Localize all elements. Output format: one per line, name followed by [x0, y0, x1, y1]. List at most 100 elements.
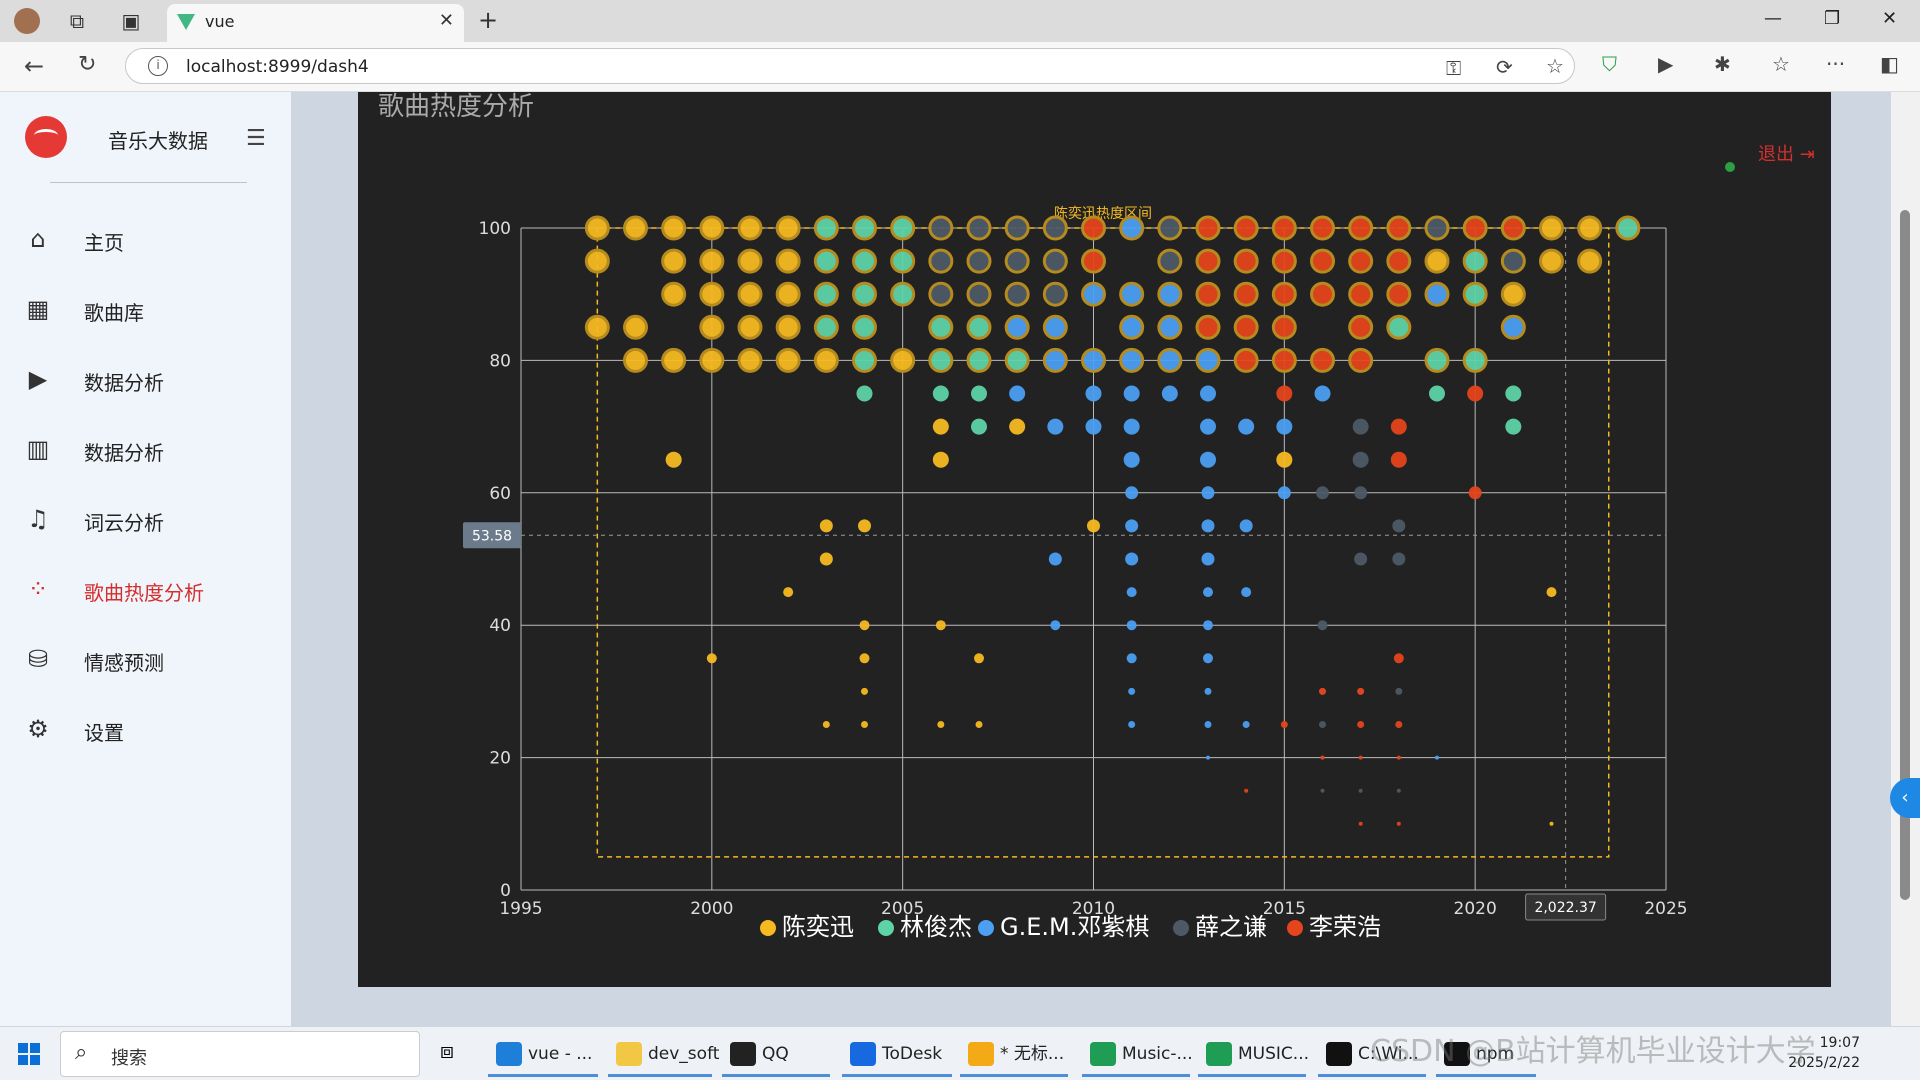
scatter-point	[1085, 418, 1102, 435]
scatter-point	[1204, 687, 1212, 695]
taskbar-app[interactable]: vue - ...	[488, 1031, 598, 1077]
page-scrollbar[interactable]	[1891, 92, 1920, 1026]
menu-toggle-icon[interactable]: ☰	[246, 126, 266, 151]
scatter-point	[1203, 620, 1213, 631]
taskbar-app[interactable]: ToDesk	[842, 1031, 952, 1077]
more-icon[interactable]: ···	[1826, 52, 1846, 76]
favorite-star-icon[interactable]: ☆	[1546, 54, 1564, 78]
scatter-point	[1004, 248, 1030, 274]
scatter-point	[699, 347, 725, 373]
taskbar-app[interactable]: MUSIC...	[1198, 1031, 1309, 1077]
scatter-point	[1004, 314, 1030, 340]
scatter-point	[737, 347, 763, 373]
back-icon[interactable]: ←	[24, 52, 45, 80]
scatter-point	[852, 281, 877, 307]
workspaces-icon[interactable]: ⧉	[69, 9, 85, 33]
system-clock[interactable]: 19:07 2025/2/22	[1760, 1033, 1860, 1073]
sidebar-item-home[interactable]: ⌂ 主页	[0, 219, 291, 259]
x-tick-label: 2015	[1263, 899, 1306, 919]
scatter-point	[1004, 215, 1030, 241]
sidebar-item-settings[interactable]: ⚙ 设置	[0, 709, 291, 749]
scatter-point	[1615, 215, 1641, 241]
sidebar-item-data-analysis-2[interactable]: ▥ 数据分析	[0, 429, 291, 469]
reload-icon[interactable]: ↻	[78, 52, 97, 77]
sidebar-item-data-analysis[interactable]: ▶ 数据分析	[0, 359, 291, 399]
task-view-icon[interactable]: ⧈	[440, 1039, 454, 1064]
sidebar-item-sentiment[interactable]: ⛁ 情感预测	[0, 639, 291, 679]
scatter-point	[699, 215, 725, 241]
scatter-point	[1348, 281, 1374, 307]
scatter-point	[1239, 519, 1253, 533]
close-tab-icon[interactable]: ✕	[438, 10, 454, 31]
url-input[interactable]: i localhost:8999/dash4 ⚿ ⟳ ☆	[125, 48, 1575, 84]
sidebar-toggle-icon[interactable]: ◧	[1880, 52, 1899, 76]
chart-panel: 歌曲热度分析 退出 ⇥ 0 20 40 60 80 100 1995 2000 2005 2010…	[358, 92, 1831, 987]
scatter-point	[1201, 519, 1215, 533]
taskbar-app[interactable]: dev_soft	[608, 1031, 719, 1077]
extensions-icon[interactable]: ✱	[1714, 52, 1731, 76]
shield-icon[interactable]: ⛉	[1602, 52, 1617, 76]
sidebar-item-song-popularity[interactable]: ⁘ 歌曲热度分析	[0, 569, 291, 609]
scatter-point	[1204, 721, 1212, 728]
minimize-icon[interactable]: —	[1764, 8, 1782, 29]
scatter-point	[1206, 755, 1210, 760]
refresh-page-icon[interactable]: ⟳	[1496, 55, 1513, 79]
taskbar-app[interactable]: QQ	[722, 1031, 830, 1077]
app-icon	[850, 1042, 876, 1066]
taskbar-app[interactable]: Music-...	[1082, 1031, 1193, 1077]
scatter-point	[1386, 314, 1412, 340]
taskbar-search[interactable]: ⌕ 搜索	[60, 1031, 420, 1077]
scatter-point	[1125, 552, 1139, 566]
scatter-point	[1271, 248, 1297, 274]
scatter-point	[1004, 281, 1030, 307]
sidebar-item-label: 数据分析	[84, 441, 164, 465]
scatter-point	[852, 347, 877, 373]
watermark: CSDN @B站计算机毕业设计大学	[1370, 1034, 1816, 1069]
taskbar-app[interactable]: npm	[1436, 1031, 1536, 1077]
scatter-point	[1392, 552, 1406, 566]
scatter-point	[1393, 653, 1404, 664]
new-tab-icon[interactable]: +	[478, 6, 499, 34]
profile-avatar[interactable]	[14, 8, 40, 34]
scatter-point	[1348, 314, 1374, 340]
scatter-point	[819, 552, 833, 566]
play-icon[interactable]: ▶	[1658, 52, 1674, 76]
scatter-point	[1358, 788, 1363, 793]
collapse-panel-icon[interactable]: ‹	[1890, 778, 1920, 818]
taskbar-app[interactable]: C:\Wi...	[1318, 1031, 1426, 1077]
scatter-point	[1354, 486, 1368, 500]
scatter-point	[775, 314, 801, 340]
y-tick-label: 0	[500, 881, 511, 901]
favorites-icon[interactable]: ☆	[1772, 52, 1790, 76]
sidebar-item-word-cloud[interactable]: ♫ 词云分析	[0, 499, 291, 539]
scatter-point	[861, 687, 868, 695]
scatter-point	[1424, 281, 1450, 307]
sidebar-item-song-library[interactable]: ▦ 歌曲库	[0, 289, 291, 329]
restore-icon[interactable]: ❐	[1824, 8, 1841, 29]
scatter-point	[1233, 281, 1259, 307]
sidebar-item-label: 歌曲热度分析	[84, 581, 204, 605]
taskbar-app[interactable]: * 无标...	[960, 1031, 1068, 1077]
scatter-point	[1396, 755, 1401, 760]
browser-tab[interactable]: vue ✕	[167, 4, 464, 42]
tab-actions-icon[interactable]: ▣	[121, 9, 141, 33]
logout-button[interactable]: 退出 ⇥	[1758, 140, 1815, 166]
scatter-point	[1386, 281, 1412, 307]
key-icon[interactable]: ⚿	[1446, 56, 1462, 80]
close-window-icon[interactable]: ✕	[1882, 8, 1898, 29]
search-icon: ⌕	[75, 1040, 88, 1065]
scrollbar-thumb[interactable]	[1900, 210, 1910, 900]
info-icon[interactable]: i	[148, 56, 168, 76]
y-tick-label: 40	[489, 616, 511, 636]
scatter-point	[775, 215, 801, 241]
scatter-chart[interactable]: 0 20 40 60 80 100 1995 2000 2005 2010 2015 2020 2025…	[358, 92, 1831, 987]
scatter-point	[1358, 755, 1363, 760]
scatter-point	[928, 215, 954, 241]
scatter-point	[966, 347, 992, 373]
windows-start-icon[interactable]	[18, 1043, 40, 1065]
crosshair-x-box	[1525, 893, 1607, 921]
bar-chart-icon: ▥	[26, 435, 50, 463]
scatter-point	[813, 347, 839, 373]
scatter-point	[1546, 587, 1557, 598]
scatter-point	[623, 215, 648, 241]
